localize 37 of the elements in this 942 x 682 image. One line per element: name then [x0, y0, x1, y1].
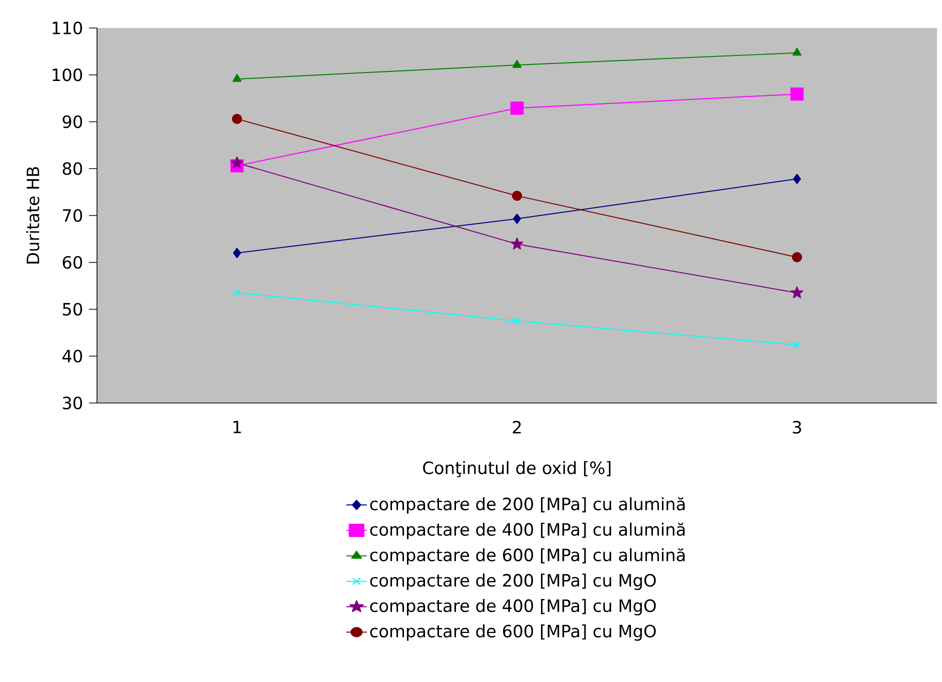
- y-tick-label: 70: [63, 209, 82, 222]
- legend-label: compactare de 400 [MPa] cu MgO: [370, 599, 656, 616]
- x-tick-label: 1: [233, 420, 241, 434]
- point: [793, 341, 801, 349]
- legend-label: compactare de 200 [MPa] cu alumină: [370, 497, 685, 514]
- point: [790, 286, 804, 298]
- point: [232, 74, 242, 82]
- y-axis-title: Duritate HB: [26, 167, 40, 264]
- y-tick-label: 80: [62, 162, 82, 176]
- point: [513, 214, 521, 224]
- x-tick-label: 3: [792, 420, 802, 434]
- y-tick-label: 30: [62, 396, 82, 410]
- y-tick-label: 50: [62, 302, 82, 316]
- point: [230, 156, 244, 168]
- x-tick-label: 2: [512, 420, 521, 434]
- legend-label: compactare de 600 [MPa] cu alumină: [370, 548, 685, 565]
- y-tick-label: 60: [62, 256, 82, 269]
- legend-label: compactare de 200 [MPa] cu MgO: [370, 574, 656, 590]
- point: [793, 174, 801, 184]
- point: [790, 87, 804, 101]
- point: [233, 248, 241, 258]
- point: [792, 252, 802, 262]
- point: [232, 114, 242, 124]
- y-tick-label: 110: [52, 22, 82, 34]
- x-axis-title: Conţinutul de oxid [%]: [423, 461, 610, 478]
- point: [792, 48, 802, 56]
- point: [513, 317, 521, 325]
- y-tick-label: 40: [62, 350, 82, 363]
- y-tick-label: 100: [52, 68, 82, 82]
- y-tick-label: 90: [62, 115, 82, 128]
- point: [233, 289, 241, 297]
- legend-label: compactare de 400 [MPa] cu alumină: [370, 522, 685, 540]
- point: [510, 102, 524, 115]
- point: [512, 60, 522, 68]
- point: [512, 190, 522, 201]
- legend-label: compactare de 600 [MPa] cu MgO: [370, 624, 656, 641]
- point: [510, 238, 524, 250]
